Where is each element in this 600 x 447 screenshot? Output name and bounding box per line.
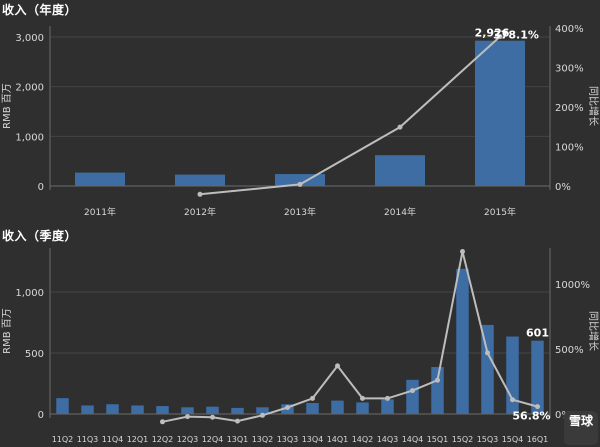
growth-point [460,249,465,254]
bar [56,398,69,414]
y-right-tick-label: 500% [555,345,584,356]
bar [181,407,194,414]
y-right-tick-label: 1000% [555,280,590,291]
growth-point [485,350,490,356]
x-tick-label: 15Q2 [452,435,474,444]
growth-point [385,395,390,401]
growth-point [397,124,403,130]
y-axis-title: RMB 百万 [1,83,13,129]
y-axis-right-title: 同比增长 [587,311,600,351]
bar [256,407,269,414]
growth-point [497,34,503,40]
annual-revenue-title: 收入（年度） [2,3,78,17]
x-tick-label: 11Q2 [52,435,74,444]
x-tick-label: 13Q3 [277,435,299,444]
x-tick-label: 14Q1 [327,435,349,444]
growth-point [197,191,203,197]
bar [306,403,319,414]
y-tick-label: 3,000 [15,33,44,44]
growth-point [535,404,540,410]
x-tick-label: 12Q1 [127,435,149,444]
bar [481,324,494,414]
growth-point [310,395,315,401]
growth-point [335,363,340,369]
growth-point [410,388,415,394]
growth-point [435,377,440,383]
bar [506,336,519,414]
x-tick-label: 15Q4 [502,435,524,444]
y-right-tick-label: 300% [555,64,584,75]
bar [106,404,119,414]
bar [81,405,94,414]
y-right-tick-label: 200% [555,103,584,114]
bar-value-label: 601 [526,327,549,340]
x-tick-label: 13Q1 [227,435,249,444]
x-tick-label: 15Q1 [427,435,449,444]
y-tick-label: 0 [38,410,44,421]
xueqiu-logo: 雪球 [564,411,598,445]
bar [75,172,125,186]
x-tick-label: 11Q4 [102,435,124,444]
bar [175,174,225,186]
bar [356,402,369,414]
y-axis-right-title: 同比增长 [587,86,600,126]
x-tick-label: 16Q1 [527,435,549,444]
x-tick-label: 15Q3 [477,435,499,444]
x-tick-label: 13Q4 [302,435,324,444]
bar [231,407,244,414]
quarterly-revenue-chart: 0 500 1,000 0% 500% 1000% 11Q2 11Q3 11Q4 12Q1 12Q2… [1,248,600,444]
y-tick-label: 2,000 [15,83,44,94]
y-right-tick-label: 100% [555,143,584,154]
bar [375,155,425,186]
y-right-tick-label: 400% [555,24,584,35]
x-tick-label: 2012年 [184,206,216,218]
growth-point [360,395,365,401]
bar [131,405,144,414]
growth-value-label: 378.1% [493,29,539,42]
growth-point [260,412,265,418]
bar [275,174,325,186]
y-axis-title: RMB 百万 [1,308,13,354]
x-tick-label: 14Q3 [377,435,399,444]
x-tick-label: 14Q2 [352,435,374,444]
annual-revenue-chart: 0 1,000 2,000 3,000 0% 100% 200% 300% 400% 2011年 2… [1,24,600,218]
x-tick-label: 11Q3 [77,435,99,444]
bar-value-label: 2,926 [475,27,510,40]
x-tick-label: 2015年 [484,206,516,218]
x-tick-label: 2013年 [284,206,316,218]
growth-value-label: 56.8% [512,410,550,423]
bar [381,399,394,414]
growth-line [162,251,538,423]
bar [206,406,219,414]
x-tick-label: 2011年 [84,206,116,218]
growth-point [160,419,165,425]
x-tick-label: 12Q3 [177,435,199,444]
bar [406,379,419,414]
growth-line [199,35,501,196]
x-tick-label: 12Q2 [152,435,174,444]
y-right-tick-label: 0% [555,182,571,193]
bar [431,367,444,414]
growth-point [185,414,190,420]
growth-point [235,418,240,424]
growth-point [210,414,215,420]
y-tick-label: 1,000 [15,132,44,143]
y-tick-label: 500 [25,349,44,360]
bar [156,406,169,414]
bar [531,340,544,414]
x-tick-label: 12Q4 [202,435,224,444]
bar [456,268,469,414]
growth-point [285,405,290,410]
growth-point [510,397,515,403]
y-tick-label: 1,000 [15,288,44,299]
bar [331,400,344,414]
y-tick-label: 0 [38,182,44,193]
growth-point [297,181,303,187]
x-tick-label: 14Q4 [402,435,424,444]
y-right-tick-label: 0% [555,410,571,421]
bar [475,40,525,187]
x-tick-label: 13Q2 [252,435,274,444]
quarterly-revenue-title: 收入（季度） [2,229,78,243]
x-tick-label: 2014年 [384,206,416,218]
